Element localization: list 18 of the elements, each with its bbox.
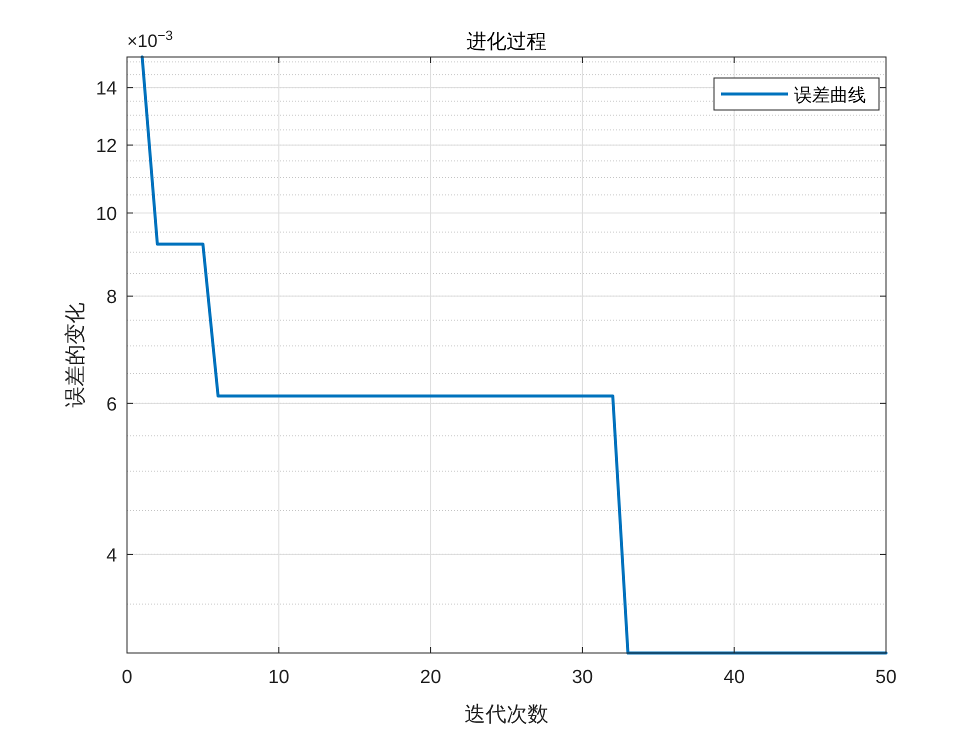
chart-title: 进化过程 xyxy=(466,31,546,53)
y-axis-title: 误差的变化 xyxy=(63,302,87,408)
x-tick-label: 0 xyxy=(122,667,132,688)
x-tick-label: 20 xyxy=(420,667,442,688)
y-tick-label: 10 xyxy=(96,204,117,226)
x-axis-title: 迭代次数 xyxy=(464,702,548,726)
x-tick-label: 10 xyxy=(268,667,290,688)
legend-label: 误差曲线 xyxy=(794,85,866,105)
text: ×10$^{−3}$ xyxy=(127,28,173,51)
y-tick-label: 6 xyxy=(106,394,117,416)
y-tick-label: 14 xyxy=(96,78,118,100)
x-tick-label: 50 xyxy=(875,667,897,688)
y-tick-label: 4 xyxy=(106,545,118,566)
line-series xyxy=(140,56,888,654)
y-tick-label: 8 xyxy=(106,287,117,308)
y-tick-label: 12 xyxy=(96,136,117,158)
x-tick-label: 40 xyxy=(724,667,745,688)
x-tick-label: 30 xyxy=(572,667,593,688)
